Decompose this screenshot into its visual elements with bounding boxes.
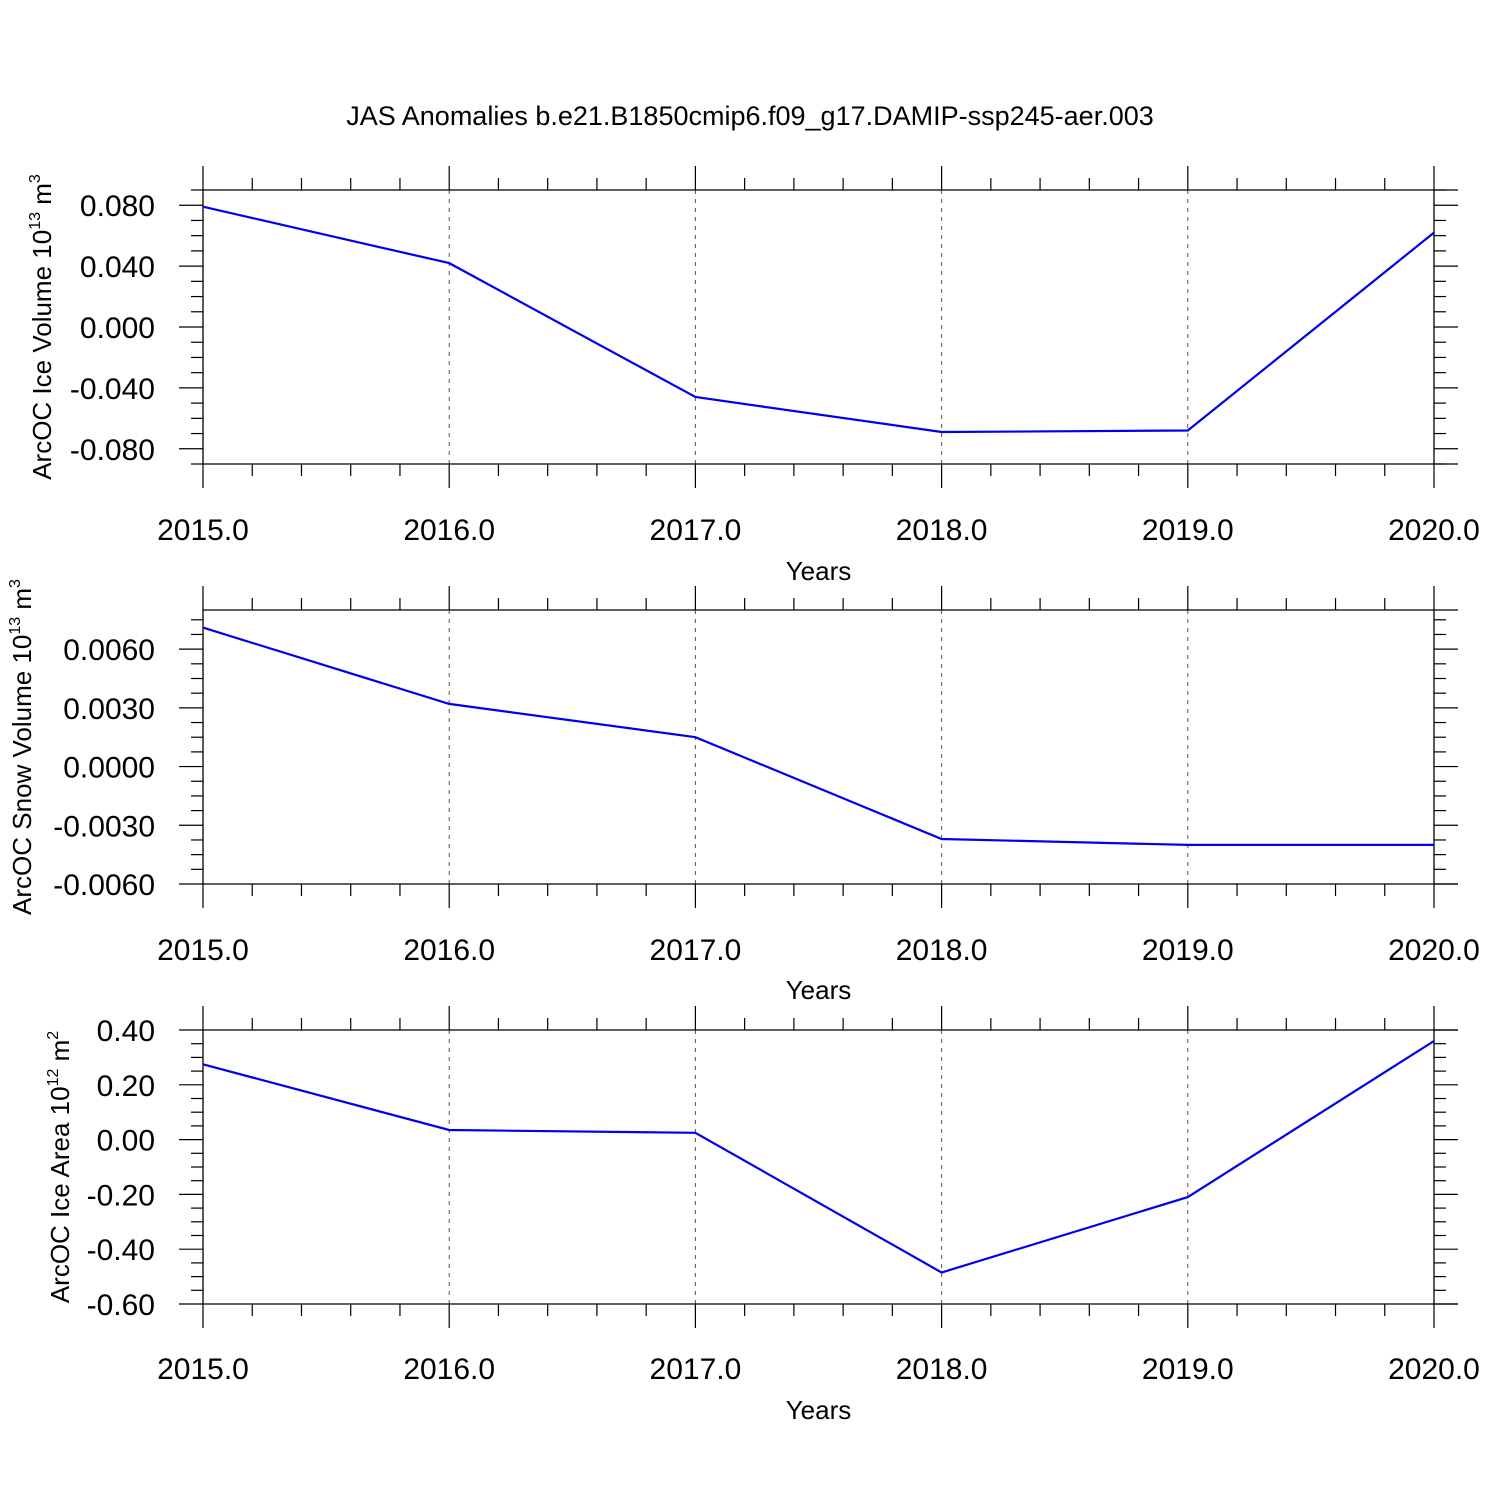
x-tick-label: 2018.0 (896, 514, 988, 547)
chart-panel-2: 2015.0 2016.0 2017.0 2018.0 2019.0 2020.0 0.00… (7, 579, 1480, 1005)
x-tick-label: 2020.0 (1388, 514, 1480, 547)
y-axis-label: ArcOC Ice Volume 1013 m3 (27, 174, 57, 480)
x-tick-label: 2018.0 (896, 934, 988, 967)
y-axis-label: ArcOC Snow Volume 1013 m3 (7, 579, 37, 915)
x-tick-label: 2018.0 (896, 1353, 988, 1386)
x-tick-label: 2020.0 (1388, 1353, 1480, 1386)
chart-panel-3: 2015.0 2016.0 2017.0 2018.0 2019.0 2020.0 0.40… (45, 1006, 1480, 1425)
y-tick-label: -0.080 (70, 434, 155, 467)
x-axis-label: Years (786, 1395, 852, 1425)
y-tick-label: 0.40 (97, 1015, 155, 1048)
figure-title: JAS Anomalies b.e21.B1850cmip6.f09_g17.D… (346, 101, 1154, 131)
x-tick-label: 2016.0 (403, 514, 495, 547)
y-axis-label: ArcOC Ice Area 1012 m2 (45, 1031, 75, 1303)
y-tick-label: -0.0030 (53, 810, 155, 843)
y-tick-label: 0.0000 (63, 752, 155, 785)
y-tick-label: -0.0060 (53, 869, 155, 902)
y-tick-label: 0.20 (97, 1070, 155, 1103)
x-axis-label: Years (786, 975, 852, 1005)
x-tick-label: 2017.0 (650, 934, 742, 967)
x-tick-label: 2015.0 (157, 934, 249, 967)
x-tick-label: 2017.0 (650, 1353, 742, 1386)
series-line-1 (202, 626, 1434, 847)
y-tick-label: 0.00 (97, 1125, 155, 1158)
x-tick-label: 2016.0 (403, 934, 495, 967)
x-tick-label: 2015.0 (157, 1353, 249, 1386)
x-tick-label: 2020.0 (1388, 934, 1480, 967)
series-line-1 (202, 205, 1435, 434)
y-tick-label: 0.080 (80, 190, 155, 223)
x-tick-label: 2017.0 (650, 514, 742, 547)
y-tick-label: -0.20 (87, 1179, 155, 1212)
chart-panel-1: 2015.0 2016.0 2017.0 2018.0 2019.0 2020.0 0.08… (27, 166, 1480, 586)
x-tick-label: 2016.0 (403, 1353, 495, 1386)
x-tick-label: 2019.0 (1142, 934, 1234, 967)
y-tick-label: -0.40 (87, 1234, 155, 1267)
y-tick-label: 0.0060 (63, 634, 155, 667)
x-tick-label: 2019.0 (1142, 514, 1234, 547)
x-tick-label: 2019.0 (1142, 1353, 1234, 1386)
y-tick-label: 0.040 (80, 251, 155, 284)
y-tick-label: 0.0030 (63, 693, 155, 726)
y-tick-label: -0.60 (87, 1289, 155, 1322)
y-tick-label: 0.000 (80, 312, 155, 345)
panels: 2015.0 2016.0 2017.0 2018.0 2019.0 2020.0 0.08… (7, 166, 1480, 1425)
y-tick-label: -0.040 (70, 373, 155, 406)
series-line-1 (202, 1040, 1435, 1274)
x-axis-label: Years (786, 556, 852, 586)
x-tick-label: 2015.0 (157, 514, 249, 547)
